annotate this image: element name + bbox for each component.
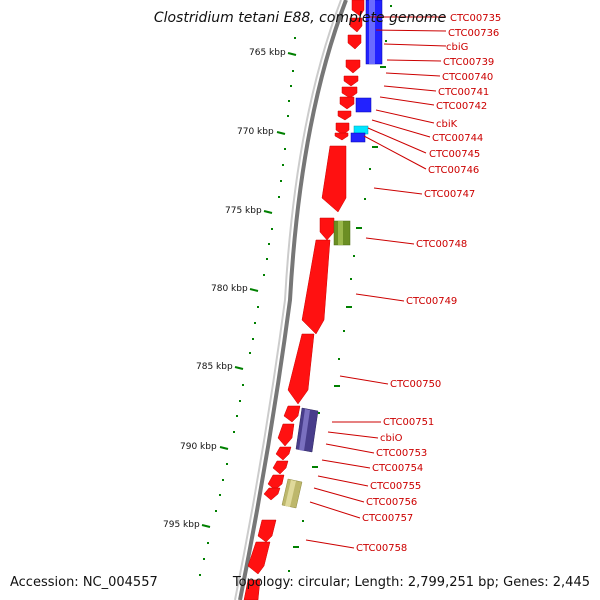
gene-label: cbiG [446, 42, 468, 53]
gene-label: cbiO [380, 433, 403, 444]
kbp-label: 775 kbp [225, 206, 262, 216]
topology-text: Topology: circular; Length: 2,799,251 bp… [232, 575, 590, 590]
gene-label: CTC00753 [376, 448, 427, 459]
gene-label: CTC00744 [432, 133, 483, 144]
kbp-label: 780 kbp [211, 284, 248, 294]
gene-arrow [321, 145, 347, 213]
gene-label: CTC00739 [443, 57, 494, 68]
gene-label: CTC00735 [450, 13, 501, 24]
kbp-label: 765 kbp [249, 48, 286, 58]
kbp-labels: 765 kbp 770 kbp 775 kbp 780 kbp 785 kbp … [163, 48, 286, 530]
gene-label: CTC00747 [424, 189, 475, 200]
kbp-label: 795 kbp [163, 520, 200, 530]
gene-arrow [267, 474, 285, 491]
gene-label: CTC00749 [406, 296, 457, 307]
kbp-label: 790 kbp [180, 442, 217, 452]
gene-label: CTC00755 [370, 481, 421, 492]
gene-label: CTC00740 [442, 72, 493, 83]
gene-arrow [247, 541, 271, 575]
gene-label: cbiK [436, 119, 458, 130]
feature-olive-highlight [338, 221, 343, 245]
gene-arrow [345, 59, 361, 74]
gene-arrow [334, 132, 349, 141]
gene-arrow [349, 17, 363, 33]
gene-arrow [339, 96, 355, 110]
outer-ring-dots [288, 5, 392, 572]
gene-arrow [257, 519, 277, 543]
gene-arrow [319, 217, 335, 241]
gene-arrow [301, 239, 331, 335]
gene-arrow [347, 34, 362, 50]
gene-label: CTC00745 [429, 149, 480, 160]
feature-blue [355, 97, 372, 113]
gene-arrow [335, 122, 350, 136]
genome-backbone-highlight [234, 0, 342, 600]
gene-arrow [272, 460, 289, 475]
feature-blue [350, 132, 366, 143]
gene-arrow [275, 446, 292, 461]
gene-label: CTC00748 [416, 239, 467, 250]
gene-arrow [287, 333, 315, 405]
gene-arrow [283, 405, 301, 423]
feature-khaki-highlight [285, 480, 296, 507]
gene-label: CTC00750 [390, 379, 441, 390]
gene-label: CTC00736 [448, 28, 499, 39]
gene-label: CTC00754 [372, 463, 423, 474]
feature-blue-highlight [369, 0, 375, 64]
kbp-scale [201, 52, 297, 528]
kbp-label: 785 kbp [196, 362, 233, 372]
gene-label: CTC00741 [438, 87, 489, 98]
gene-arrow [243, 579, 261, 600]
gene-track [243, 0, 365, 600]
gene-arrow [351, 0, 365, 17]
gene-labels: CTC00735 CTC00736 cbiG CTC00739 CTC00740… [356, 13, 501, 554]
gene-label: CTC00751 [383, 417, 434, 428]
accession-text: Accession: NC_004557 [10, 575, 158, 590]
gene-label: CTC00742 [436, 101, 487, 112]
kbp-dots [199, 37, 296, 576]
gene-arrow [277, 423, 295, 447]
kbp-label: 770 kbp [237, 127, 274, 137]
page-title: Clostridium tetani E88, complete genome [153, 10, 447, 26]
genome-backbone [238, 0, 348, 600]
gene-label: CTC00758 [356, 543, 407, 554]
feature-purple-highlight [299, 409, 310, 451]
gene-arrow [263, 487, 281, 501]
feature-track [281, 0, 383, 509]
gene-label: CTC00756 [366, 497, 417, 508]
gene-callouts [305, 16, 447, 549]
gene-arrow [341, 86, 358, 99]
gene-label: CTC00757 [362, 513, 413, 524]
gene-label: CTC00746 [428, 165, 479, 176]
gene-arrow [343, 75, 359, 87]
gene-arrow [337, 110, 352, 121]
